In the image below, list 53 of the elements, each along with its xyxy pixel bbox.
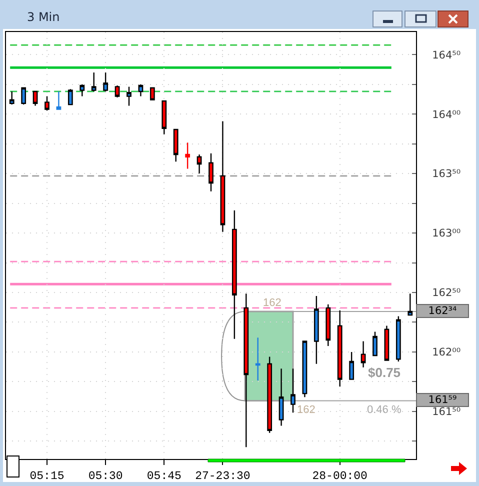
x-tick-label: 05:45 [146, 470, 182, 483]
candlestick [232, 210, 237, 340]
candlestick [290, 368, 296, 414]
candlestick [56, 90, 62, 110]
candlestick [68, 88, 73, 106]
annotation: 162 [263, 297, 282, 309]
ref-line-label: 162³⁴ [428, 305, 457, 317]
y-tick-label: 163⁵⁰ [432, 168, 461, 180]
candlestick [32, 90, 38, 106]
y-tick-label: 162⁰⁰ [432, 346, 461, 359]
candlestick [349, 351, 354, 380]
candlestick [278, 368, 284, 426]
candlestick [126, 86, 132, 106]
candlestick [80, 84, 85, 97]
annotation: $0.75 [368, 365, 401, 380]
candlestick [21, 87, 26, 106]
candlestick [208, 152, 214, 192]
candlestick [314, 295, 319, 364]
y-tick-label: 164⁰⁰ [432, 108, 461, 121]
candlestick [114, 84, 120, 98]
ref-line-label: 161⁵⁹ [428, 394, 457, 406]
candlestick [9, 90, 14, 106]
y-tick-label: 164⁵⁰ [432, 49, 461, 62]
candlestick [196, 154, 202, 174]
candlestick [173, 128, 178, 162]
chart-title: 3 Min [27, 10, 60, 24]
x-tick-label: 05:15 [30, 470, 64, 483]
candlestick [337, 310, 342, 388]
annotation: 162 [297, 404, 316, 416]
y-tick-label: 163⁰⁰ [432, 228, 461, 240]
annotation: 0.46 % [367, 404, 402, 416]
candlestick [302, 340, 308, 398]
candlestick [103, 72, 108, 92]
x-tick-label: 27-23:30 [195, 470, 250, 483]
candlestick [244, 293, 249, 448]
candlestick [255, 337, 260, 382]
y-tick-label: 162⁵⁰ [432, 287, 461, 300]
candlestick [220, 120, 226, 232]
candlestick [372, 331, 378, 356]
candlestick [138, 84, 144, 97]
candlestick [162, 100, 167, 135]
candlestick [150, 87, 155, 100]
candlestick [91, 72, 96, 92]
candlestick [267, 356, 272, 434]
candlestick [396, 316, 401, 362]
x-tick-label: 28-00:00 [312, 470, 368, 483]
y-tick-label: 161⁵⁰ [432, 406, 461, 418]
candlestick [384, 325, 390, 361]
candlestick [185, 142, 190, 170]
candlestick [360, 340, 366, 368]
candlestick [44, 96, 50, 112]
candlestick [326, 304, 331, 347]
x-tick-label: 05:30 [88, 470, 123, 483]
